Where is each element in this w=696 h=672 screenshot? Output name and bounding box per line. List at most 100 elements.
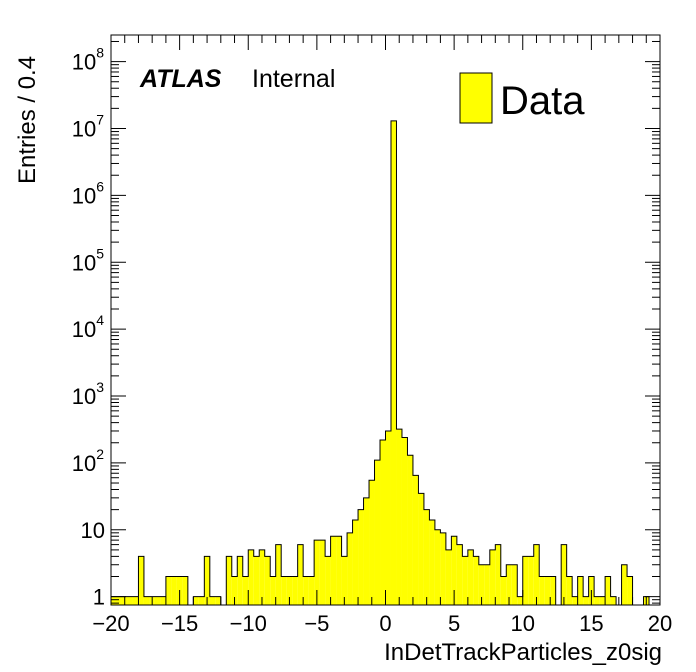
histogram-bin (429, 519, 435, 605)
histogram-bin (500, 576, 507, 605)
y-axis: 1 10 102 103 104 105 106 107 108 (72, 40, 660, 610)
histogram-bin (577, 576, 584, 605)
y-tick-label: 104 (72, 312, 104, 342)
histogram-bin (297, 544, 304, 605)
histogram-bin (599, 596, 606, 605)
x-tick-label: −15 (161, 611, 198, 636)
x-tick-label: −5 (304, 611, 329, 636)
histogram-bin (412, 475, 419, 605)
histogram-bin (610, 596, 617, 605)
histogram-bin (160, 596, 166, 605)
histogram-bin (506, 564, 512, 605)
histogram-bin (544, 576, 551, 605)
histogram-bin (467, 549, 474, 605)
legend-label-data: Data (500, 79, 585, 123)
x-tick-label: −10 (230, 611, 267, 636)
histogram-bin (418, 493, 424, 605)
histogram-bin (401, 437, 408, 605)
histogram-bin (143, 596, 150, 605)
histogram-bin (171, 576, 177, 605)
histogram-bin (423, 509, 430, 605)
y-tick-label: 10 (81, 518, 105, 543)
histogram-bin (292, 576, 298, 605)
legend: Data (459, 72, 585, 124)
histogram-bin (231, 576, 238, 605)
histogram-bin (594, 596, 600, 605)
y-axis-title: Entries / 0.4 (14, 56, 41, 184)
histogram-bin (473, 556, 479, 605)
histogram-bin (132, 596, 139, 605)
histogram-bin (528, 556, 534, 605)
y-tick-label: 108 (72, 45, 104, 75)
histogram-bin (127, 596, 133, 605)
histogram-bin (138, 556, 144, 605)
histogram-bin (215, 596, 221, 605)
histogram-bin (533, 544, 540, 605)
y-tick-label: 107 (72, 111, 104, 141)
histogram-bin (390, 120, 397, 606)
y-tick-label: 1 (93, 585, 105, 610)
histogram-bin (440, 532, 446, 605)
histogram-bin (242, 576, 249, 605)
histogram-bin (198, 596, 205, 605)
histogram-bin (358, 509, 364, 605)
histogram-bin (407, 455, 413, 605)
histogram-bin (445, 549, 452, 605)
histogram-bin (303, 576, 309, 605)
histogram-bin (259, 549, 265, 605)
histogram-bin (319, 540, 326, 605)
histogram-bin (621, 564, 628, 605)
x-axis-title: InDetTrackParticles_z0sig (384, 639, 662, 666)
histogram-bin (456, 544, 463, 605)
histogram-bin (434, 529, 441, 605)
histogram-bars (111, 120, 660, 606)
histogram-bin (308, 576, 315, 605)
histogram-bin (270, 576, 276, 605)
histogram-bin (165, 576, 172, 605)
x-tick-label: 0 (379, 611, 391, 636)
histogram-bin (478, 564, 485, 605)
histogram-bin (462, 556, 468, 605)
histogram-bin (605, 576, 611, 605)
histogram-bin (561, 544, 567, 605)
histogram-bin (396, 429, 402, 605)
x-tick-label: 10 (511, 611, 535, 636)
histogram-bin (489, 549, 496, 605)
histogram-bin (154, 596, 161, 605)
histogram-bin (352, 519, 359, 605)
x-axis: −20 −15 −10 −5 0 5 10 15 20 (92, 35, 672, 636)
histogram-bin (330, 536, 337, 605)
atlas-label-status: Internal (252, 65, 335, 93)
histogram-bin (182, 576, 188, 605)
y-tick-label: 105 (72, 245, 104, 275)
histogram-bin (627, 576, 633, 605)
x-tick-label: −20 (92, 611, 129, 636)
legend-swatch (459, 72, 493, 124)
histogram-bin (385, 430, 391, 605)
histogram-bin (539, 576, 545, 605)
histogram-bin (363, 497, 370, 605)
y-tick-label: 103 (72, 379, 104, 409)
atlas-label: ATLAS Internal (139, 65, 335, 93)
histogram-bin (193, 596, 199, 605)
histogram-bin (566, 576, 573, 605)
histogram-bin (281, 576, 287, 605)
x-tick-label: 20 (648, 611, 672, 636)
y-tick-label: 106 (72, 178, 104, 208)
histogram-bin (325, 556, 331, 605)
histogram-bin (286, 576, 293, 605)
histogram-bin (511, 564, 518, 605)
atlas-label-bold: ATLAS (139, 65, 222, 93)
y-tick-label: 102 (72, 446, 104, 476)
histogram-bin (209, 596, 216, 605)
histogram-bin (380, 439, 386, 605)
histogram-bin (374, 460, 381, 605)
histogram-bin (522, 556, 529, 605)
histogram-bin (226, 556, 232, 605)
histogram-bin (248, 549, 254, 605)
histogram-bin (451, 536, 457, 605)
histogram-bin (517, 596, 523, 605)
histogram-bin (484, 564, 490, 605)
histogram-bin (341, 556, 348, 605)
